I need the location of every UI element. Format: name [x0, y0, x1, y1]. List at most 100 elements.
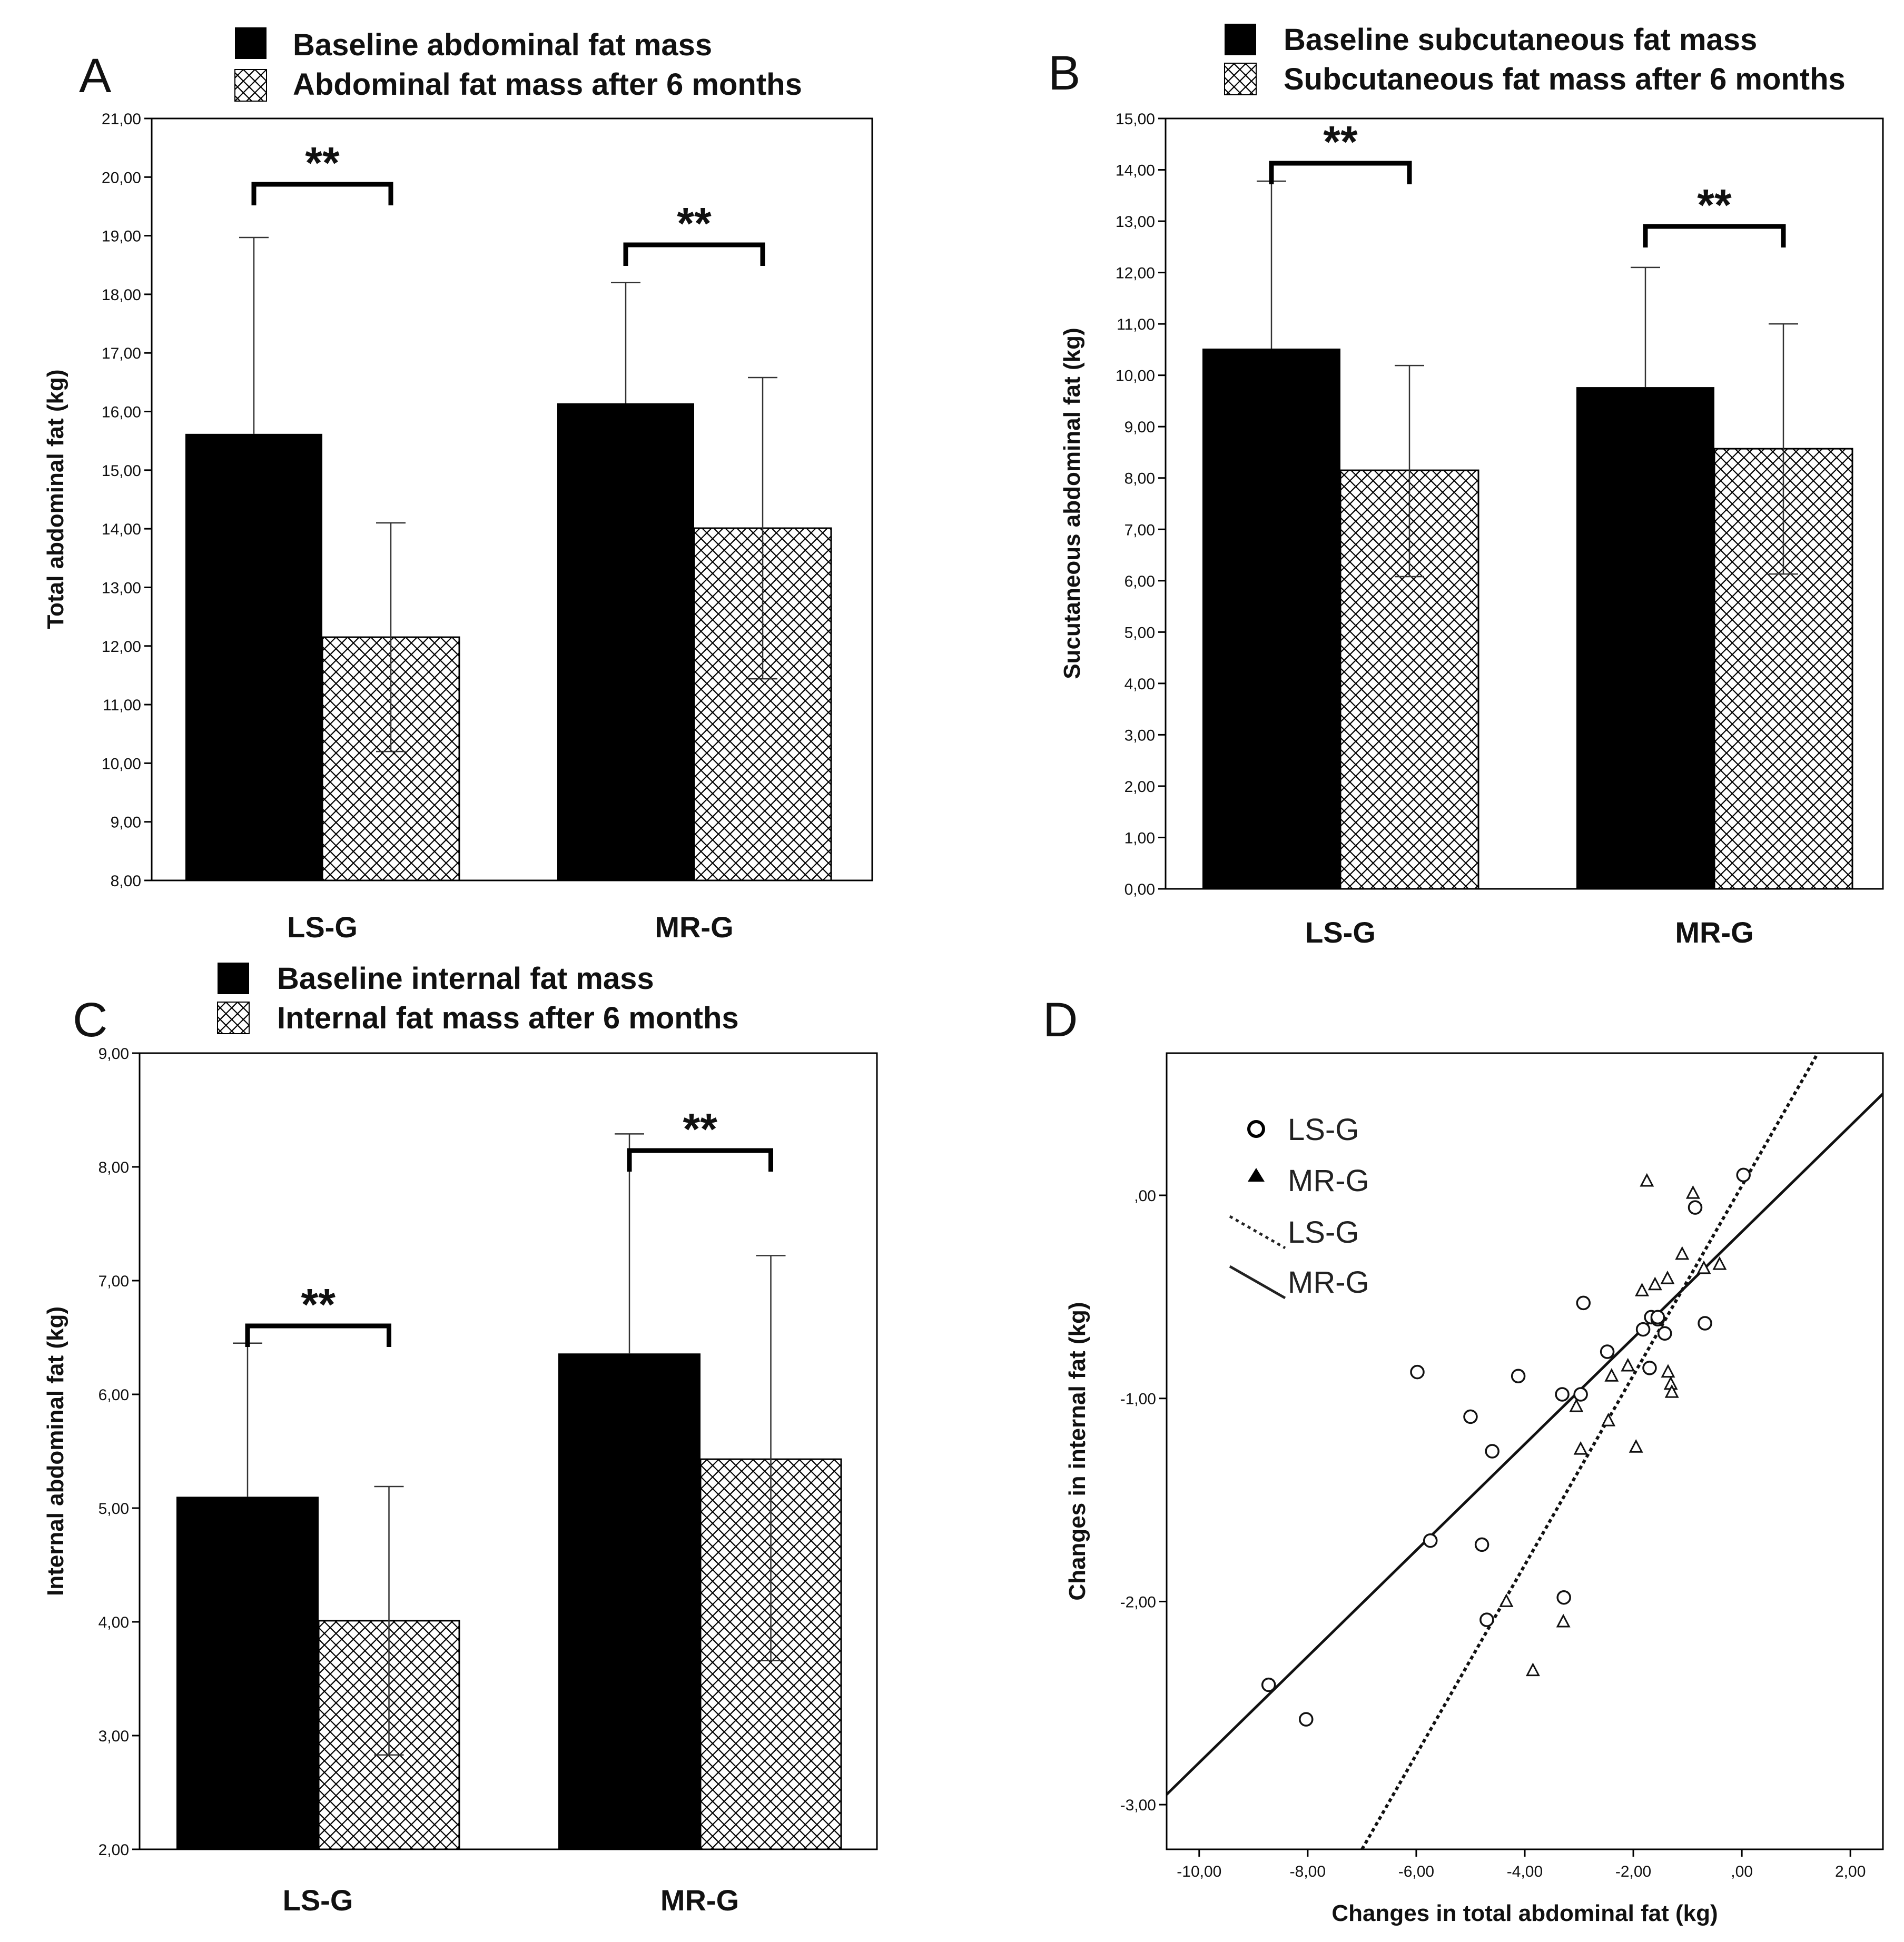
y-tick-label: 10,00 [102, 755, 141, 772]
point-lsg [1635, 1322, 1651, 1337]
significance-label: ** [305, 138, 340, 187]
significance-label: ** [301, 1280, 336, 1329]
y-tick-label: 12,00 [1116, 265, 1155, 282]
y-tick-label: 9,00 [1124, 419, 1155, 436]
point-lsg [1650, 1310, 1665, 1325]
panel-c: C Baseline internal fat mass Internal fa… [43, 962, 878, 1917]
point-lsg [1555, 1387, 1570, 1402]
y-tick-label: 20,00 [102, 169, 141, 186]
bars-a: LS-G MR-G ** ** [185, 138, 832, 944]
y-tick-label: 10,00 [1116, 368, 1155, 385]
legend-swatch-after-a [234, 69, 267, 102]
y-tick-label: 3,00 [98, 1728, 129, 1745]
y-tick-label: 12,00 [102, 638, 141, 656]
panel-a: A Baseline abdominal fat mass Abdominal … [43, 27, 873, 944]
y-tick-label: ,00 [1134, 1187, 1156, 1205]
point-mrg [1569, 1398, 1584, 1412]
plot-frame-d [1166, 1052, 1884, 1850]
significance-bracket [245, 1323, 391, 1347]
category-label: LS-G [287, 910, 358, 944]
point-lsg [1642, 1361, 1657, 1375]
point-mrg [1621, 1358, 1635, 1372]
plot-frame-c [139, 1052, 878, 1850]
legend-swatch-after-b [1224, 63, 1257, 95]
y-tick-label: 18,00 [102, 286, 141, 304]
y-tick-label: 9,00 [98, 1045, 129, 1063]
point-mrg [1573, 1441, 1588, 1455]
y-tick-label: 8,00 [111, 873, 141, 890]
bars-b: LS-G MR-G ** ** [1202, 117, 1853, 949]
x-tick-label: -4,00 [1507, 1863, 1543, 1880]
axes-d: -10,00 -8,00 -6,00 -4,00 -2,00 ,00 2,00 -3,00 -2… [1064, 1187, 1866, 1926]
y-tick-label: 19,00 [102, 228, 141, 245]
y-tick-label: 11,00 [103, 697, 141, 714]
point-mrg [1499, 1593, 1514, 1607]
point-mrg [1635, 1283, 1650, 1296]
y-tick-label: -2,00 [1120, 1593, 1156, 1611]
significance-label: ** [1323, 117, 1358, 166]
panel-letter-b: B [1048, 46, 1080, 100]
point-lsg [1576, 1295, 1591, 1311]
point-lsg [1261, 1677, 1276, 1692]
y-tick-label: 3,00 [1124, 727, 1155, 744]
legend-swatch-baseline-a [235, 27, 267, 59]
panel-letter-a: A [79, 49, 112, 103]
significance-label: ** [677, 199, 712, 248]
y-tick-label: 4,00 [98, 1614, 129, 1631]
significance-label: ** [1697, 180, 1732, 230]
y-tick-label: 14,00 [1116, 162, 1155, 180]
legend-d: LS-G MR-G LS-G MR-G [1229, 1113, 1369, 1300]
legend-label-lsg-line: LS-G [1288, 1215, 1359, 1250]
point-mrg [1675, 1246, 1690, 1260]
y-tick-label: 11,00 [1117, 316, 1155, 333]
point-lsg [1556, 1590, 1571, 1605]
point-lsg [1736, 1167, 1751, 1183]
significance-bracket [1643, 224, 1786, 247]
plot-area-d [1167, 1053, 1883, 1849]
y-tick-label: 7,00 [1124, 521, 1155, 539]
point-lsg [1573, 1387, 1588, 1402]
x-tick-label: ,00 [1731, 1863, 1753, 1880]
point-mrg [1604, 1368, 1619, 1382]
scatter-d [1167, 1053, 1883, 1849]
point-mrg [1525, 1662, 1540, 1677]
y-axis-label: Changes in internal fat (kg) [1064, 1302, 1090, 1600]
x-tick-label: -10,00 [1177, 1863, 1221, 1880]
legend-swatch-baseline-c [218, 963, 249, 994]
point-lsg [1463, 1409, 1478, 1424]
y-tick-label: 8,00 [1124, 470, 1155, 488]
point-mrg [1601, 1412, 1616, 1426]
y-tick-label: 5,00 [98, 1500, 129, 1518]
point-lsg [1485, 1444, 1499, 1459]
bar-baseline [1202, 348, 1340, 889]
legend-dotted-line [1229, 1215, 1286, 1250]
x-tick-label: -2,00 [1615, 1863, 1651, 1880]
significance-label: ** [683, 1104, 718, 1154]
point-mrg [1661, 1364, 1675, 1378]
point-mrg [1696, 1260, 1711, 1274]
legend-label-baseline-a: Baseline abdominal fat mass [293, 28, 712, 62]
category-label: LS-G [283, 1884, 353, 1917]
y-axis-label: Total abdominal fat (kg) [43, 370, 68, 629]
y-tick-label: 7,00 [98, 1273, 129, 1290]
y-tick-label: -1,00 [1120, 1391, 1156, 1408]
y-axis-label: Internal abdominal fat (kg) [43, 1306, 68, 1596]
plot-frame-a [151, 117, 873, 881]
significance-bracket [623, 242, 765, 266]
point-lsg [1479, 1612, 1494, 1627]
x-tick-label: -6,00 [1398, 1863, 1434, 1880]
y-tick-label: 21,00 [102, 111, 141, 128]
bars-c: LS-G MR-G ** ** [176, 1104, 842, 1917]
x-axis-label: Changes in total abdominal fat (kg) [1331, 1900, 1718, 1926]
point-mrg [1556, 1613, 1571, 1628]
point-mrg [1685, 1185, 1700, 1199]
y-tick-label: 5,00 [1124, 624, 1155, 641]
point-mrg [1629, 1439, 1643, 1453]
y-tick-label: 14,00 [102, 521, 141, 538]
point-lsg [1423, 1533, 1438, 1548]
y-tick-label: 0,00 [1124, 881, 1155, 898]
point-mrg [1660, 1270, 1675, 1284]
plot-frame-b [1165, 117, 1884, 890]
category-label: MR-G [660, 1884, 739, 1917]
